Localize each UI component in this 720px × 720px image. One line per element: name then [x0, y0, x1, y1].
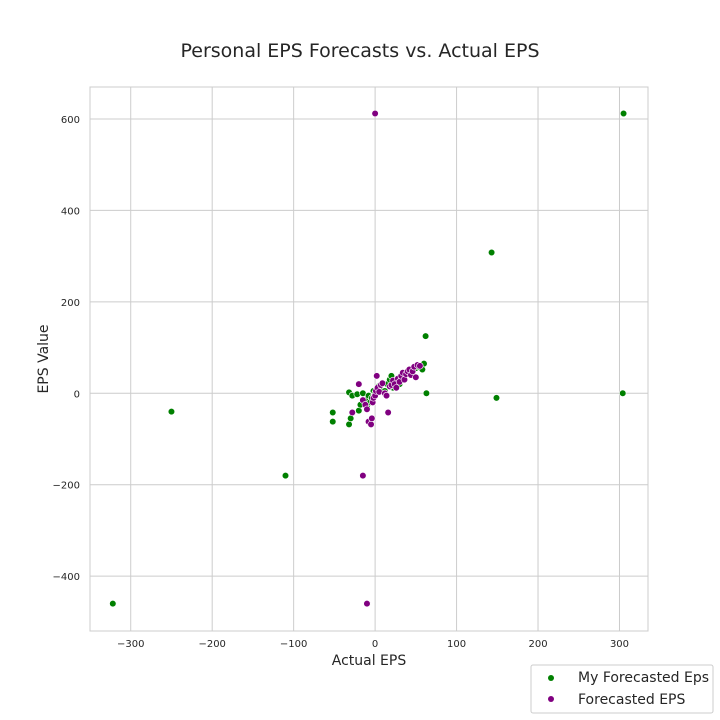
tick-labels: −300 −200 −100 0 100 200 300 −400 −200 0 200 400 600 [53, 115, 630, 650]
data-point-series-0 [619, 389, 627, 397]
data-point-series-1 [359, 471, 367, 480]
x-tick-label: −300 [117, 639, 144, 650]
data-point-series-0 [619, 109, 628, 118]
data-point-series-1 [355, 380, 363, 388]
data-point-series-0 [281, 471, 290, 480]
data-point-series-1 [392, 384, 400, 392]
data-point-series-1 [368, 414, 376, 423]
legend-box [530, 664, 714, 714]
data-points [109, 109, 628, 608]
data-point-series-0 [109, 599, 117, 608]
data-point-series-1 [382, 391, 391, 400]
data-point-series-1 [373, 372, 381, 380]
data-point-series-1 [363, 405, 371, 413]
legend: My Forecasted Eps Forecasted EPS [530, 664, 714, 714]
data-point-series-0 [329, 408, 337, 417]
x-tick-label: −100 [280, 639, 307, 650]
data-point-series-0 [492, 394, 501, 402]
data-point-series-1 [348, 408, 356, 417]
data-point-series-0 [422, 389, 431, 397]
data-point-series-0 [347, 414, 355, 423]
data-point-series-1 [384, 408, 392, 417]
y-tick-label: 200 [61, 298, 80, 309]
data-point-series-0 [487, 248, 496, 257]
legend-label-my-forecasted-eps: My Forecasted Eps [578, 670, 709, 686]
y-axis-label: EPS Value [36, 324, 52, 393]
legend-marker-my-forecasted-eps [548, 675, 554, 681]
y-tick-label: 0 [74, 389, 80, 400]
data-point-series-0 [355, 407, 363, 415]
data-point-series-1 [412, 373, 420, 381]
y-tick-label: 400 [61, 206, 80, 217]
x-tick-label: 0 [372, 639, 378, 650]
data-point-series-0 [422, 332, 430, 340]
x-tick-label: −200 [198, 639, 225, 650]
x-tick-label: 300 [610, 639, 629, 650]
chart-title: Personal EPS Forecasts vs. Actual EPS [180, 40, 539, 62]
data-point-series-1 [371, 109, 379, 118]
y-tick-label: −200 [53, 481, 80, 492]
x-tick-label: 100 [447, 639, 466, 650]
data-point-series-1 [378, 379, 387, 387]
y-tick-label: −400 [53, 572, 80, 583]
y-tick-label: 600 [61, 115, 80, 126]
data-point-series-1 [416, 362, 424, 370]
x-tick-label: 200 [528, 639, 547, 650]
grid-lines [90, 87, 648, 631]
plot-frame [89, 86, 649, 632]
data-point-series-0 [329, 418, 337, 426]
x-axis-label: Actual EPS [332, 653, 407, 669]
data-point-series-1 [363, 599, 371, 608]
data-point-series-1 [367, 420, 375, 428]
data-point-series-0 [345, 420, 353, 428]
legend-label-forecasted-eps: Forecasted EPS [578, 692, 685, 708]
data-point-series-0 [167, 407, 176, 416]
legend-marker-forecasted-eps [548, 696, 554, 702]
